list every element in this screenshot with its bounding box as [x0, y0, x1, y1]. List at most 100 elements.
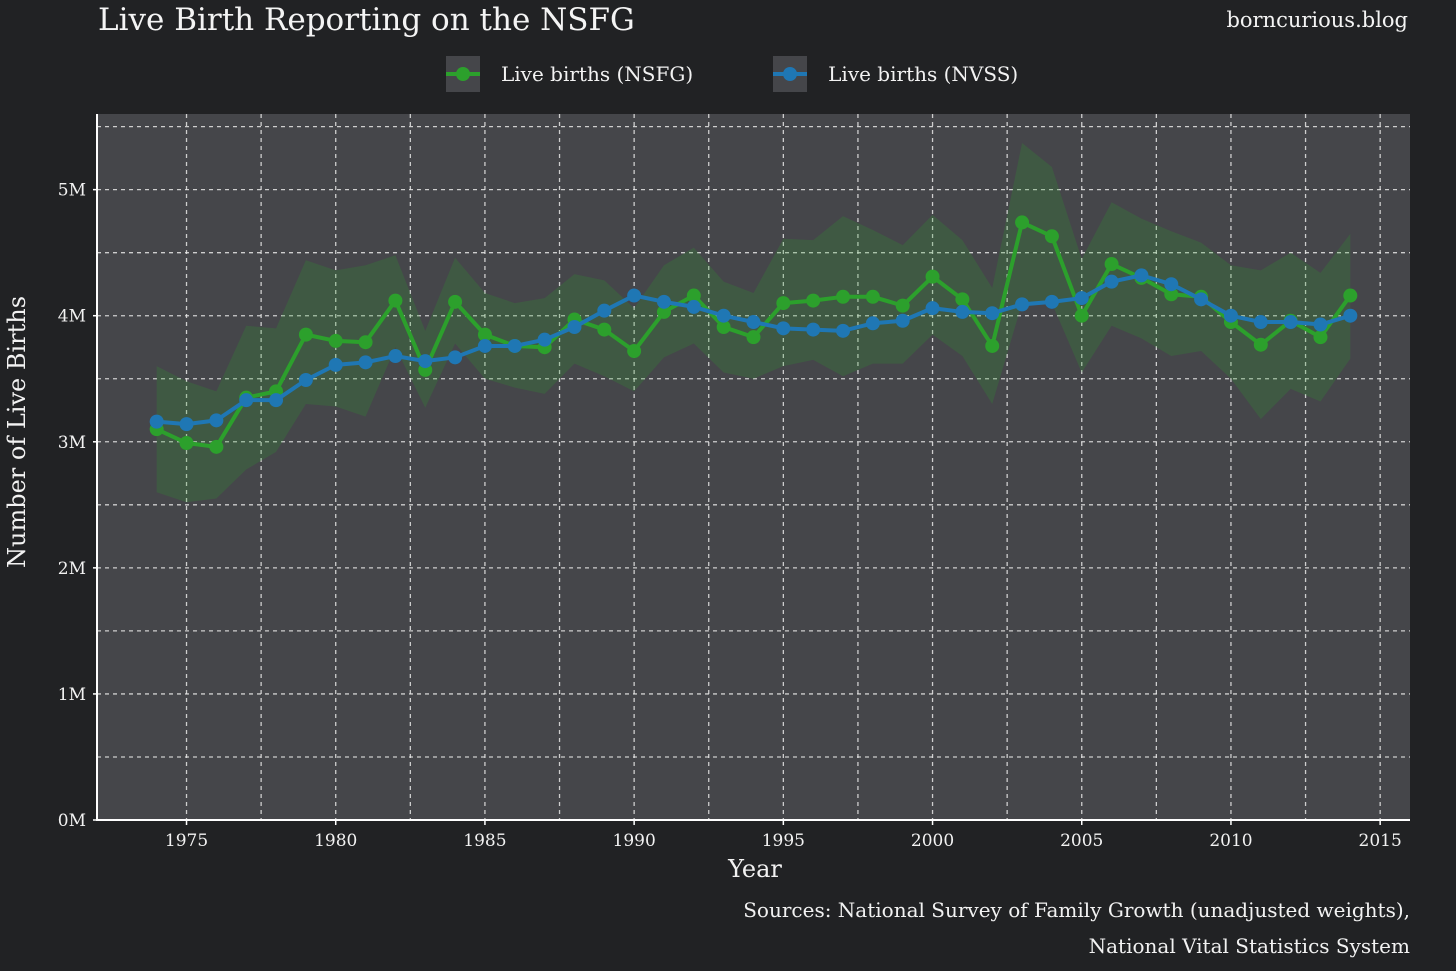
- nsfg-point: [477, 327, 492, 342]
- nvss-point: [985, 306, 1000, 321]
- nsfg-point: [776, 296, 791, 311]
- nvss-point: [388, 349, 403, 364]
- nsfg-point: [746, 330, 761, 345]
- nvss-point: [806, 322, 821, 337]
- nvss-point: [149, 414, 164, 429]
- nsfg-point: [895, 298, 910, 313]
- legend: Live births (NSFG) Live births (NVSS): [446, 56, 1098, 92]
- nvss-point: [955, 304, 970, 319]
- nvss-point: [567, 320, 582, 335]
- nsfg-point: [209, 439, 224, 454]
- nvss-point: [1253, 315, 1268, 330]
- nvss-point: [418, 354, 433, 369]
- nsfg-point: [955, 292, 970, 307]
- nsfg-point: [388, 293, 403, 308]
- nvss-point: [328, 357, 343, 372]
- chart-title: Live Birth Reporting on the NSFG: [98, 2, 635, 38]
- nsfg-point: [716, 320, 731, 335]
- nsfg-point: [1343, 288, 1358, 303]
- nsfg-point: [1015, 215, 1030, 230]
- nsfg-point: [448, 294, 463, 309]
- x-tick-label: 1985: [463, 831, 506, 851]
- nvss-point: [836, 323, 851, 338]
- nvss-point: [1223, 308, 1238, 323]
- legend-item-nvss: Live births (NVSS): [773, 56, 1018, 92]
- legend-label-nsfg: Live births (NSFG): [501, 62, 694, 86]
- nvss-point: [746, 315, 761, 330]
- nvss-point: [269, 393, 284, 408]
- nvss-point: [1194, 292, 1209, 307]
- nvss-point: [627, 288, 642, 303]
- y-tick-label: 5M: [58, 181, 86, 201]
- nsfg-point: [358, 335, 373, 350]
- nsfg-point: [925, 269, 940, 284]
- source-line-1: Sources: National Survey of Family Growt…: [743, 898, 1410, 922]
- legend-key-nvss: [773, 56, 808, 92]
- nvss-point: [776, 321, 791, 336]
- blog-watermark: borncurious.blog: [1226, 8, 1408, 32]
- nvss-point: [507, 338, 522, 353]
- nsfg-point: [179, 436, 194, 451]
- nvss-point: [358, 355, 373, 370]
- x-tick-label: 2015: [1359, 831, 1402, 851]
- nvss-point: [1164, 277, 1179, 292]
- y-tick-label: 3M: [58, 433, 86, 453]
- nvss-point: [597, 303, 612, 318]
- nvss-point: [656, 294, 671, 309]
- nsfg-point: [627, 344, 642, 359]
- nsfg-point: [806, 293, 821, 308]
- nvss-point: [686, 299, 701, 314]
- nsfg-point: [1253, 337, 1268, 352]
- legend-item-nsfg: Live births (NSFG): [446, 56, 693, 92]
- source-line-2: National Vital Statistics System: [1088, 934, 1410, 958]
- x-tick-label: 2000: [911, 831, 954, 851]
- nsfg-point: [1104, 257, 1119, 272]
- nvss-point: [298, 373, 313, 388]
- nvss-point: [1313, 317, 1328, 332]
- legend-label-nvss: Live births (NVSS): [828, 62, 1019, 86]
- nvss-point: [925, 301, 940, 316]
- x-tick-label: 2005: [1060, 831, 1103, 851]
- nvss-point: [209, 413, 224, 428]
- nvss-point: [537, 332, 552, 347]
- nvss-point: [1015, 297, 1030, 312]
- nvss-point: [1343, 308, 1358, 323]
- nvss-point: [179, 417, 194, 432]
- nsfg-point: [686, 288, 701, 303]
- nvss-point: [1104, 274, 1119, 289]
- x-tick-label: 1980: [314, 831, 357, 851]
- nvss-point: [1134, 268, 1149, 283]
- y-tick-label: 4M: [58, 307, 86, 327]
- nvss-point: [1044, 294, 1059, 309]
- nsfg-point: [298, 327, 313, 342]
- nsfg-point: [1164, 287, 1179, 302]
- y-tick-label: 2M: [58, 559, 86, 579]
- legend-key-nsfg: [446, 56, 480, 92]
- nsfg-point: [597, 322, 612, 337]
- x-tick-label: 1990: [613, 831, 656, 851]
- nvss-point: [477, 338, 492, 353]
- y-axis-label: Number of Live Births: [3, 295, 31, 568]
- nsfg-point: [656, 304, 671, 319]
- y-tick-label: 0M: [58, 811, 86, 831]
- x-axis-label: Year: [728, 855, 782, 883]
- nsfg-point: [1044, 229, 1059, 244]
- plot-panel: [97, 114, 1410, 820]
- nsfg-point: [865, 289, 880, 304]
- nvss-point: [895, 313, 910, 328]
- nsfg-point: [1313, 330, 1328, 345]
- nvss-point: [716, 308, 731, 323]
- nsfg-point: [328, 333, 343, 348]
- x-tick-label: 1995: [762, 831, 805, 851]
- x-tick-label: 2010: [1209, 831, 1252, 851]
- nvss-point: [865, 316, 880, 331]
- y-tick-label: 1M: [58, 685, 86, 705]
- nsfg-point: [1074, 308, 1089, 323]
- nvss-point: [1074, 291, 1089, 306]
- nvss-point: [1283, 315, 1298, 330]
- nsfg-point: [985, 338, 1000, 353]
- x-tick-label: 1975: [165, 831, 208, 851]
- nvss-point: [239, 393, 254, 408]
- nsfg-point: [836, 289, 851, 304]
